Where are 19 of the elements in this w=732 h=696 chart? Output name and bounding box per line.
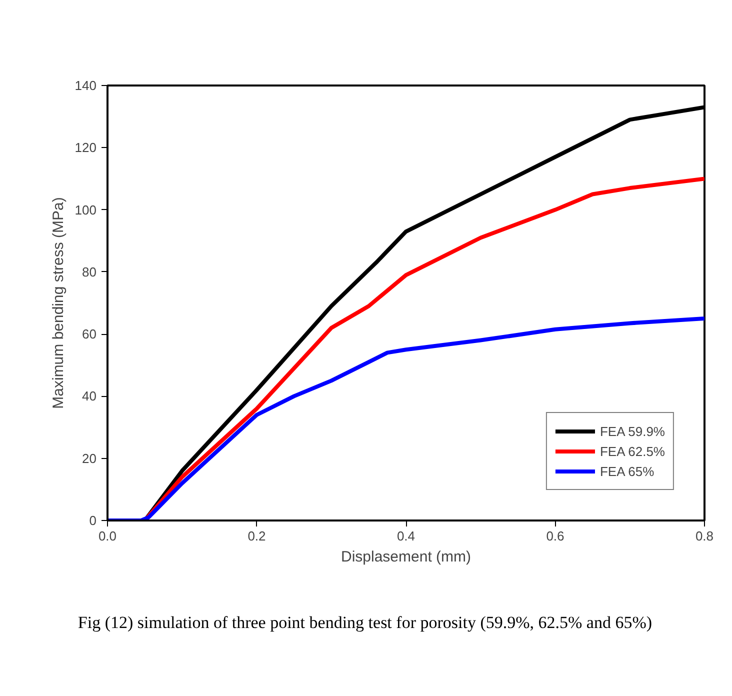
y-tick-label: 20	[82, 450, 97, 466]
y-tick-label: 60	[82, 326, 97, 342]
legend-label: FEA 62.5%	[600, 444, 665, 458]
text: Fig (12) simulation of three point bending test for porosity (59.9%, 62.5% and 65%)	[78, 612, 652, 634]
y-tick-label: 0	[89, 513, 97, 528]
y-tick-label: 100	[74, 202, 97, 218]
x-tick-label: 0.2	[248, 528, 266, 544]
legend-label: FEA 65%	[600, 464, 654, 478]
y-tick-label: 140	[74, 78, 97, 93]
y-tick-label: 40	[82, 388, 97, 404]
x-tick-label: 0.8	[695, 528, 714, 544]
x-tick-label: 0.0	[98, 528, 117, 544]
x-tick-label: 0.6	[546, 528, 564, 544]
y-tick-label: 80	[82, 264, 97, 280]
x-axis-title: Displasement (mm)	[340, 548, 472, 566]
y-axis-title: Maximum bending stress (MPa)	[50, 197, 67, 409]
legend-label: FEA 59.9%	[600, 424, 665, 438]
y-tick-label: 120	[74, 140, 97, 156]
x-tick-label: 0.4	[396, 528, 416, 544]
